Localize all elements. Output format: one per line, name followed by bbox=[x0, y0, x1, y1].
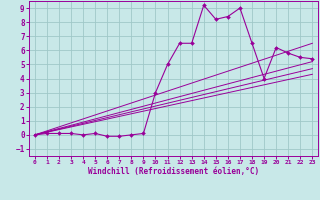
X-axis label: Windchill (Refroidissement éolien,°C): Windchill (Refroidissement éolien,°C) bbox=[88, 167, 259, 176]
